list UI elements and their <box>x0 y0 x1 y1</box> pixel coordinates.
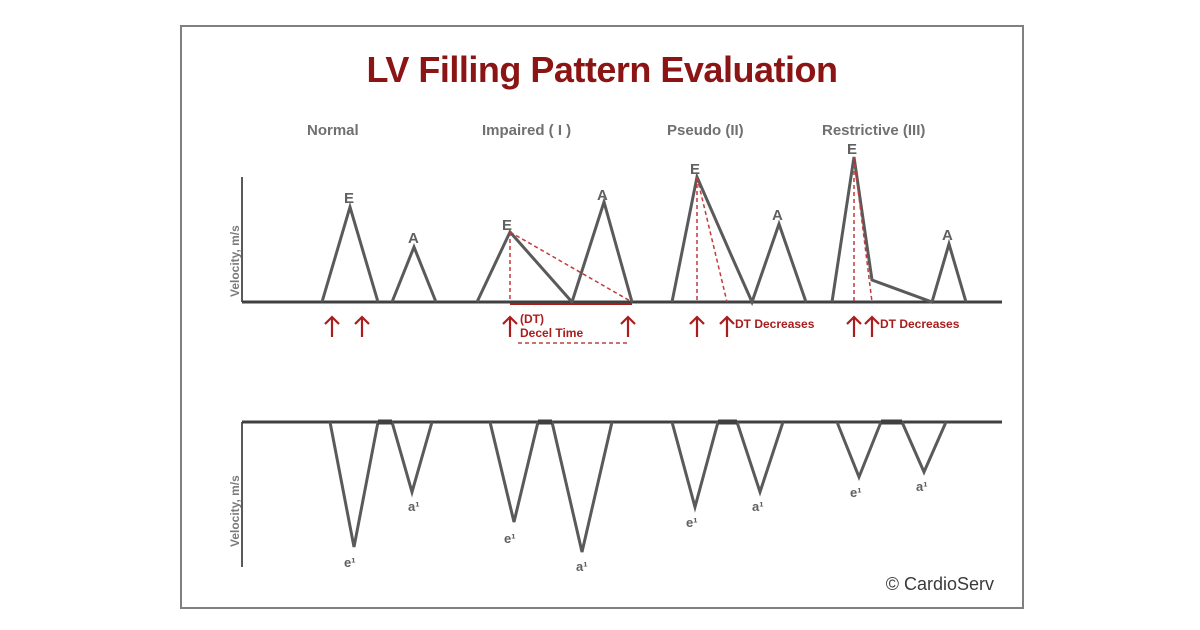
column-header: Pseudo (II) <box>667 122 744 139</box>
tissue-peak-label: a¹ <box>576 559 588 574</box>
copyright-text: © CardioServ <box>886 574 994 595</box>
tissue-peak-label: e¹ <box>686 515 698 530</box>
wave-peak-label: A <box>408 230 419 247</box>
tissue-peak-label: e¹ <box>850 485 862 500</box>
wave-peak-label: A <box>597 187 608 204</box>
column-header: Restrictive (III) <box>822 122 925 139</box>
dt-annotation: (DT)Decel Time <box>520 312 583 340</box>
tissue-doppler-plot <box>232 397 1012 577</box>
wave-peak-label: E <box>502 217 512 234</box>
column-header: Normal <box>307 122 359 139</box>
dt-annotation: DT Decreases <box>735 317 814 331</box>
tissue-peak-label: e¹ <box>504 531 516 546</box>
dt-annotation: DT Decreases <box>880 317 959 331</box>
diagram-card: LV Filling Pattern Evaluation Normal Impa… <box>180 25 1024 609</box>
column-header: Impaired ( I ) <box>482 122 571 139</box>
wave-peak-label: E <box>344 190 354 207</box>
wave-peak-label: E <box>847 141 857 158</box>
tissue-peak-label: e¹ <box>344 555 356 570</box>
wave-peak-label: E <box>690 161 700 178</box>
wave-peak-label: A <box>942 227 953 244</box>
tissue-peak-label: a¹ <box>408 499 420 514</box>
tissue-peak-label: a¹ <box>916 479 928 494</box>
wave-peak-label: A <box>772 207 783 224</box>
tissue-peak-label: a¹ <box>752 499 764 514</box>
diagram-title: LV Filling Pattern Evaluation <box>182 49 1022 91</box>
